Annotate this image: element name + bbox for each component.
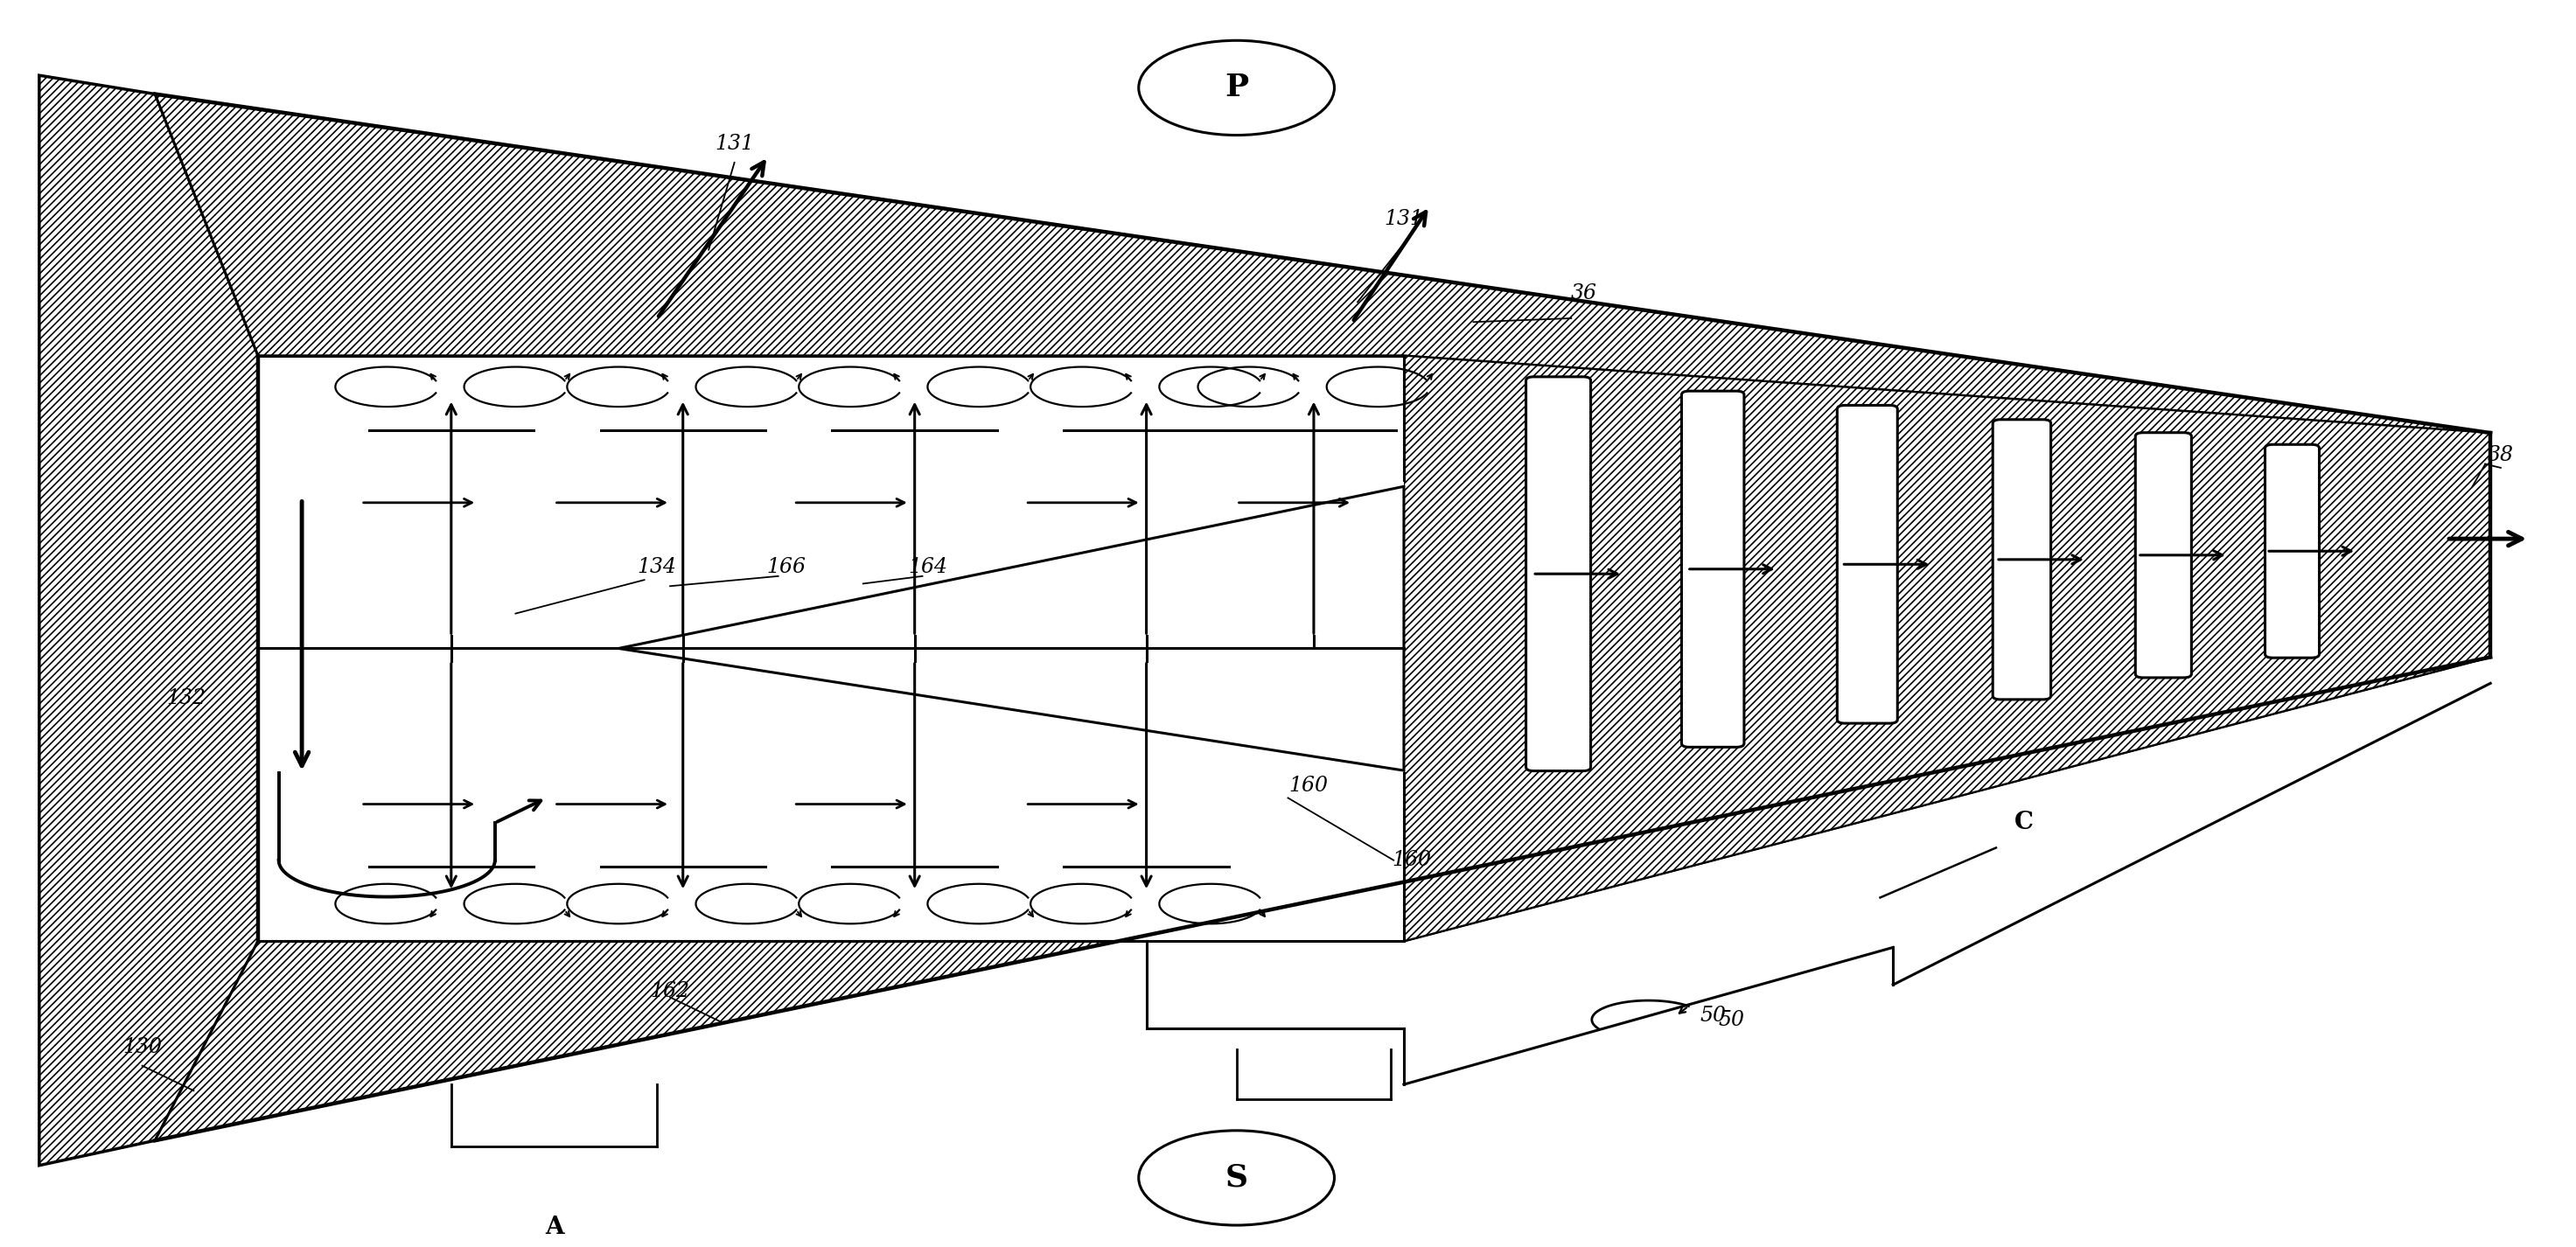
Text: 166: 166 [765, 557, 806, 577]
Text: S: S [1226, 1163, 1247, 1192]
Text: 162: 162 [649, 981, 690, 1001]
Text: C: C [2014, 811, 2032, 834]
Polygon shape [155, 657, 2491, 1141]
Circle shape [1139, 1131, 1334, 1226]
FancyBboxPatch shape [2264, 444, 2318, 658]
Text: 164: 164 [907, 557, 948, 577]
Text: 38: 38 [2488, 445, 2514, 465]
FancyBboxPatch shape [2136, 433, 2192, 677]
Polygon shape [618, 486, 1404, 771]
Text: 50: 50 [1700, 1006, 1726, 1026]
Text: 50: 50 [1718, 1010, 1744, 1030]
Text: 160: 160 [1391, 850, 1432, 870]
Polygon shape [155, 94, 2491, 433]
Text: P: P [1224, 72, 1249, 102]
Text: 134: 134 [636, 557, 677, 577]
Text: 132: 132 [167, 688, 206, 708]
FancyBboxPatch shape [1525, 377, 1592, 771]
FancyBboxPatch shape [1682, 392, 1744, 747]
Circle shape [1139, 40, 1334, 135]
Text: 131: 131 [1383, 208, 1425, 228]
Text: 130: 130 [124, 1038, 162, 1057]
Text: B: B [1303, 1160, 1324, 1183]
FancyBboxPatch shape [1994, 419, 2050, 700]
Text: A: A [544, 1216, 564, 1238]
Text: 36: 36 [1571, 283, 1597, 303]
Polygon shape [39, 75, 258, 1166]
FancyBboxPatch shape [1837, 405, 1899, 723]
Text: 160: 160 [1288, 776, 1329, 796]
Text: 131: 131 [714, 133, 755, 153]
Polygon shape [1404, 355, 2491, 941]
Polygon shape [258, 355, 1404, 941]
